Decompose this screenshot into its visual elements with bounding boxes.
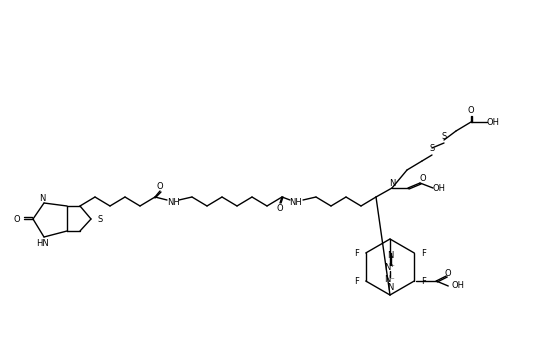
Text: F: F bbox=[354, 277, 359, 286]
Text: OH: OH bbox=[487, 117, 500, 126]
Text: F: F bbox=[421, 248, 426, 257]
Text: N⁻: N⁻ bbox=[385, 276, 395, 285]
Text: N: N bbox=[387, 251, 393, 261]
Text: O: O bbox=[420, 174, 426, 182]
Text: OH: OH bbox=[451, 282, 464, 291]
Text: S: S bbox=[97, 215, 102, 223]
Text: S: S bbox=[429, 144, 435, 152]
Text: O: O bbox=[14, 215, 21, 223]
Text: O: O bbox=[277, 203, 284, 212]
Text: N: N bbox=[389, 178, 395, 187]
Text: N: N bbox=[387, 283, 393, 292]
Text: N⁺: N⁺ bbox=[385, 263, 395, 272]
Text: N: N bbox=[39, 193, 45, 202]
Text: NH: NH bbox=[167, 197, 180, 206]
Text: O: O bbox=[468, 106, 474, 115]
Text: HN: HN bbox=[36, 238, 48, 247]
Text: S: S bbox=[441, 131, 446, 141]
Text: NH: NH bbox=[290, 197, 302, 206]
Text: OH: OH bbox=[433, 183, 446, 192]
Text: O: O bbox=[445, 268, 451, 277]
Text: O: O bbox=[157, 181, 163, 191]
Text: F: F bbox=[421, 277, 426, 286]
Text: F: F bbox=[354, 248, 359, 257]
